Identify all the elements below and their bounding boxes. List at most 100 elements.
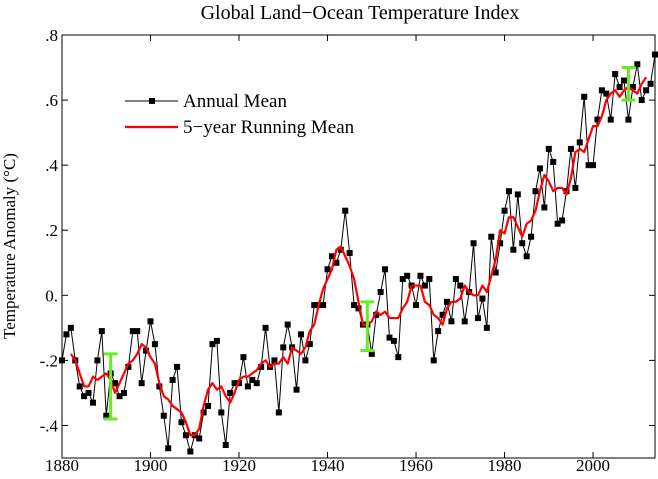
y-tick-label: .8 — [45, 26, 58, 45]
data-point — [541, 204, 548, 211]
data-point — [262, 324, 269, 331]
data-point — [368, 350, 375, 357]
data-point — [89, 399, 96, 406]
data-point — [342, 207, 349, 214]
data-point — [421, 282, 428, 289]
data-point — [395, 354, 402, 361]
data-point — [430, 357, 437, 364]
data-point — [284, 321, 291, 328]
data-point — [594, 116, 601, 123]
data-point — [461, 318, 468, 325]
legend-marker — [149, 98, 155, 104]
x-tick-label: 1920 — [222, 456, 256, 474]
data-point — [59, 357, 65, 364]
data-point — [417, 272, 424, 279]
data-point — [351, 302, 358, 309]
data-point — [590, 162, 597, 169]
data-point — [328, 253, 335, 260]
y-tick-label: .2 — [45, 221, 58, 240]
data-point — [346, 250, 353, 257]
data-point — [576, 139, 583, 146]
data-point — [275, 409, 282, 416]
y-tick-label: -.4 — [40, 416, 59, 435]
data-point — [213, 337, 220, 344]
data-point — [311, 302, 318, 309]
y-tick-label: -.2 — [40, 351, 58, 370]
data-point — [377, 289, 384, 296]
data-point — [505, 188, 512, 195]
data-point — [621, 77, 628, 84]
data-point — [324, 266, 331, 273]
data-point — [244, 383, 251, 390]
data-point — [302, 357, 309, 364]
data-point — [536, 165, 543, 172]
data-point — [488, 233, 495, 240]
data-point — [492, 269, 499, 276]
data-point — [112, 380, 119, 387]
data-point — [355, 305, 362, 312]
data-point — [559, 217, 566, 224]
data-point — [178, 419, 185, 426]
data-point — [98, 328, 105, 335]
data-point — [483, 324, 490, 331]
data-point — [554, 220, 561, 227]
x-tick-label: 1980 — [488, 456, 522, 474]
data-point — [585, 162, 592, 169]
data-point — [550, 158, 557, 165]
data-point — [187, 448, 194, 455]
data-point — [528, 233, 535, 240]
x-tick-label: 1960 — [399, 456, 433, 474]
y-axis-label: Temperature Anomaly (°C) — [0, 153, 19, 339]
data-point — [147, 318, 154, 325]
data-point — [103, 412, 110, 419]
data-point — [625, 116, 632, 123]
data-point — [629, 84, 636, 91]
data-point — [598, 87, 605, 94]
data-point — [444, 298, 451, 305]
data-point — [497, 240, 504, 247]
data-point — [138, 380, 145, 387]
data-point — [390, 337, 397, 344]
data-point — [603, 90, 610, 97]
data-point — [125, 363, 132, 370]
data-point — [457, 282, 464, 289]
data-point — [160, 412, 167, 419]
data-point — [572, 184, 579, 191]
x-tick-label: 1880 — [45, 456, 79, 474]
data-point — [439, 311, 446, 318]
data-point — [382, 266, 389, 273]
data-point — [165, 445, 172, 452]
data-point — [196, 435, 203, 442]
data-point — [174, 363, 181, 370]
data-point — [474, 315, 481, 322]
data-point — [200, 409, 207, 416]
series-line — [61, 54, 656, 452]
data-point — [404, 272, 411, 279]
data-point — [399, 276, 406, 283]
data-point — [63, 331, 70, 338]
data-point — [616, 84, 623, 91]
data-point — [373, 311, 380, 318]
error-bar — [621, 66, 636, 102]
data-point — [333, 259, 340, 266]
data-point — [306, 341, 313, 348]
data-point — [81, 393, 88, 400]
data-point — [67, 324, 74, 331]
error-bar — [103, 352, 118, 421]
data-point — [94, 357, 101, 364]
data-point — [634, 61, 641, 68]
data-point — [448, 318, 455, 325]
data-point — [249, 376, 256, 383]
data-point — [222, 441, 229, 448]
y-tick-label: 0. — [45, 286, 58, 305]
legend-label: Annual Mean — [183, 91, 287, 112]
data-point — [501, 207, 508, 214]
data-point — [510, 246, 517, 253]
series-line — [69, 76, 648, 437]
data-point — [452, 276, 459, 283]
data-point — [85, 389, 92, 396]
data-point — [151, 341, 158, 348]
legend-label: 5−year Running Mean — [183, 117, 355, 138]
data-point — [227, 389, 234, 396]
